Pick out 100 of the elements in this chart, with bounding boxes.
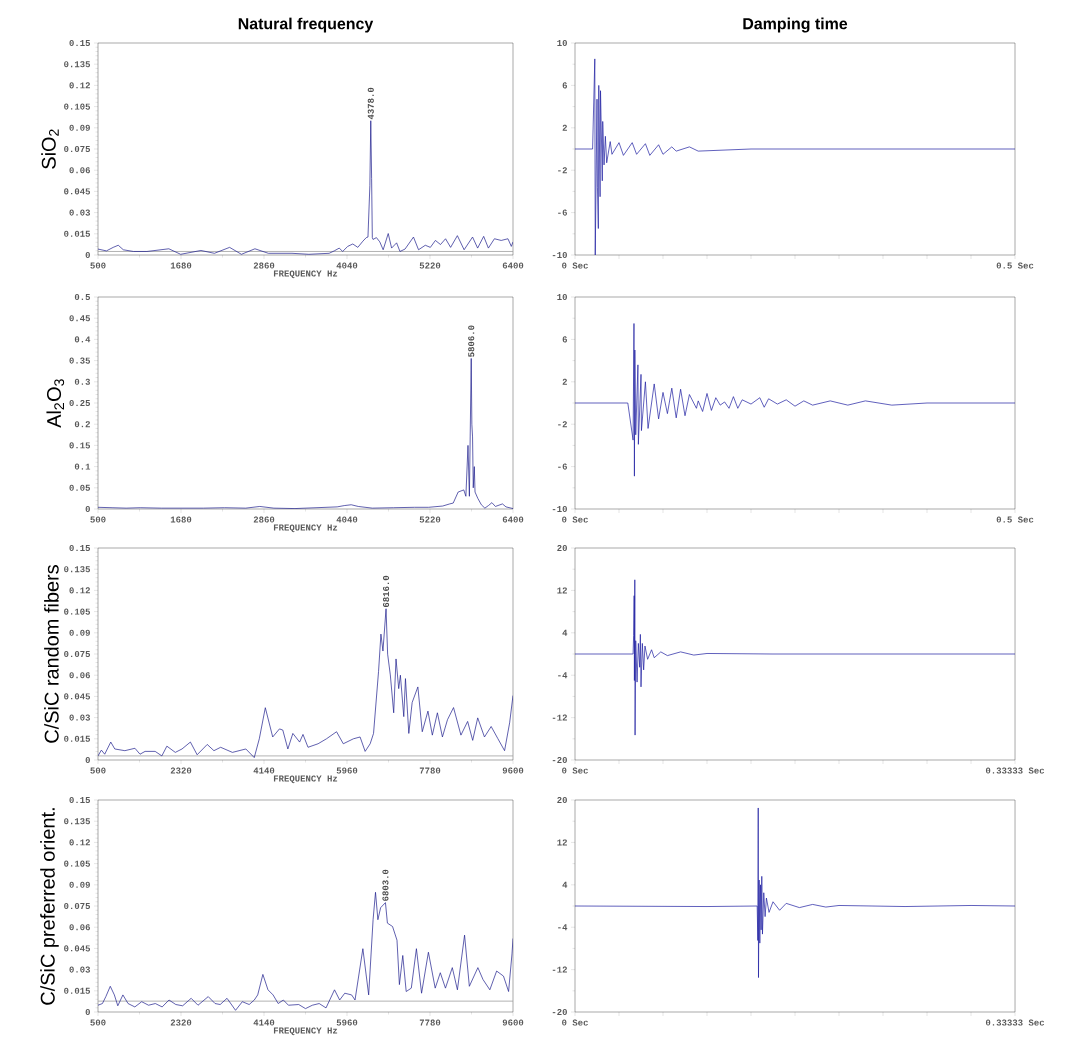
y-tick-label: -20 [552, 1008, 567, 1016]
y-tick-label: 0.15 [69, 796, 91, 804]
x-tick-label: 2320 [170, 767, 192, 774]
y-tick-label: 0.25 [69, 399, 91, 407]
y-tick-label: -10 [552, 505, 567, 513]
y-tick-label: 0.045 [64, 945, 91, 952]
x-tick-label: 7780 [419, 767, 441, 774]
y-axis-title: C/SiC random fibers [44, 565, 59, 743]
x-tick-label: 0 Sec [562, 767, 588, 774]
y-tick-label: 0.015 [64, 735, 91, 742]
y-tick-label: 0.09 [69, 124, 90, 131]
x-tick-label: 2860 [253, 262, 275, 269]
y-tick-label: 0 [85, 505, 90, 513]
x-axis-title: FREQUENCY Hz [273, 1027, 338, 1036]
y-tick-label: 6 [562, 336, 567, 343]
line-series [575, 58, 1015, 255]
y-tick-label: -12 [552, 966, 567, 973]
y-tick-label: -6 [558, 463, 567, 470]
x-tick-label: 4040 [336, 262, 358, 269]
x-tick-label: 5220 [419, 262, 441, 269]
y-tick-label: 0.03 [69, 966, 91, 973]
y-tick-label: 0.45 [69, 315, 91, 322]
x-tick-label: 5220 [419, 516, 441, 523]
x-tick-label: 4140 [253, 1019, 275, 1026]
x-tick-label: 500 [90, 262, 106, 269]
y-tick-label: -12 [552, 714, 567, 721]
y-tick-label: -20 [552, 756, 567, 764]
y-tick-label: 0.1 [74, 463, 91, 470]
y-tick-label: -4 [558, 924, 568, 931]
x-tick-label: 500 [90, 767, 106, 774]
y-tick-label: 0.075 [64, 145, 91, 153]
y-tick-label: 0.045 [64, 188, 91, 195]
x-axis-title: FREQUENCY Hz [273, 775, 338, 784]
x-tick-label: 0 Sec [562, 516, 588, 523]
line-series [98, 608, 513, 758]
x-axis-title: FREQUENCY Hz [273, 524, 338, 533]
y-tick-label: 0.15 [69, 39, 91, 47]
y-tick-label: 4 [562, 881, 568, 888]
x-tick-label: 4140 [253, 767, 275, 774]
y-tick-label: 6 [562, 82, 567, 89]
y-tick-label: -10 [552, 251, 567, 259]
y-tick-label: 0.15 [69, 442, 91, 449]
y-axis-title: SiO$_{2}$ [41, 129, 59, 169]
y-tick-label: 0.105 [64, 608, 91, 615]
y-tick-label: 0.3 [74, 378, 91, 385]
x-tick-label: 4040 [336, 516, 358, 523]
y-tick-label: 0.06 [69, 672, 90, 679]
y-tick-label: -6 [558, 209, 567, 216]
y-tick-label: -2 [558, 421, 567, 428]
y-tick-label: 0.35 [69, 357, 91, 364]
x-tick-label: 0.33333 Sec [985, 767, 1045, 774]
x-tick-label: 0 Sec [562, 262, 588, 269]
y-tick-label: 0.2 [74, 421, 90, 428]
x-tick-label: 500 [90, 1019, 106, 1026]
y-tick-label: 0.4 [74, 336, 91, 343]
y-tick-label: 2 [562, 124, 567, 131]
y-tick-label: 0 [85, 1008, 90, 1016]
chart-title: Damping time [743, 17, 848, 33]
y-tick-label: 0.135 [64, 61, 91, 68]
annotation: 6816.0 [382, 575, 390, 608]
y-tick-label: 0.075 [64, 650, 91, 658]
x-tick-label: 9600 [502, 767, 524, 774]
y-tick-label: 0.12 [69, 82, 90, 89]
y-tick-label: 0.05 [69, 484, 91, 491]
x-tick-label: 6400 [502, 262, 524, 269]
x-tick-label: 0.5 Sec [996, 262, 1034, 269]
y-tick-label: 0.12 [69, 839, 90, 846]
y-tick-label: 0.105 [64, 103, 91, 110]
y-tick-label: 2 [562, 378, 567, 385]
y-tick-label: 0 [85, 251, 90, 259]
y-tick-label: 0.03 [69, 209, 91, 216]
y-tick-label: 0.045 [64, 693, 91, 700]
y-tick-label: 10 [557, 39, 567, 47]
y-tick-label: 12 [557, 587, 567, 594]
y-tick-label: 0.5 [74, 293, 91, 301]
x-tick-label: 1680 [170, 262, 192, 269]
y-tick-label: 0.06 [69, 167, 90, 174]
y-tick-label: 20 [557, 544, 567, 552]
y-tick-label: 4 [562, 629, 568, 636]
x-tick-label: 1680 [170, 516, 192, 523]
y-tick-label: 0.105 [64, 860, 91, 867]
x-tick-label: 2860 [253, 516, 275, 523]
y-tick-label: 0.015 [64, 230, 91, 237]
y-tick-label: 12 [557, 839, 567, 846]
y-tick-label: 0.15 [69, 544, 91, 552]
annotation: 6803.0 [382, 869, 389, 901]
line-series [98, 120, 513, 255]
x-axis-title: FREQUENCY Hz [273, 270, 338, 279]
x-tick-label: 2320 [170, 1019, 192, 1026]
y-tick-label: 0.135 [64, 818, 91, 825]
x-tick-label: 7780 [419, 1019, 441, 1026]
line-series [575, 807, 1016, 978]
annotation: 4378.0 [367, 87, 374, 120]
y-axis-title: C/SiC preferred orient. [40, 808, 59, 1005]
x-tick-label: 0.33333 Sec [985, 1019, 1045, 1026]
x-tick-label: 9600 [502, 1019, 524, 1026]
x-tick-label: 500 [90, 516, 106, 523]
y-axis-title: Al$_{2}$O$_{3}$ [46, 379, 65, 428]
y-tick-label: -4 [558, 672, 568, 679]
y-tick-label: 0 [85, 756, 90, 764]
